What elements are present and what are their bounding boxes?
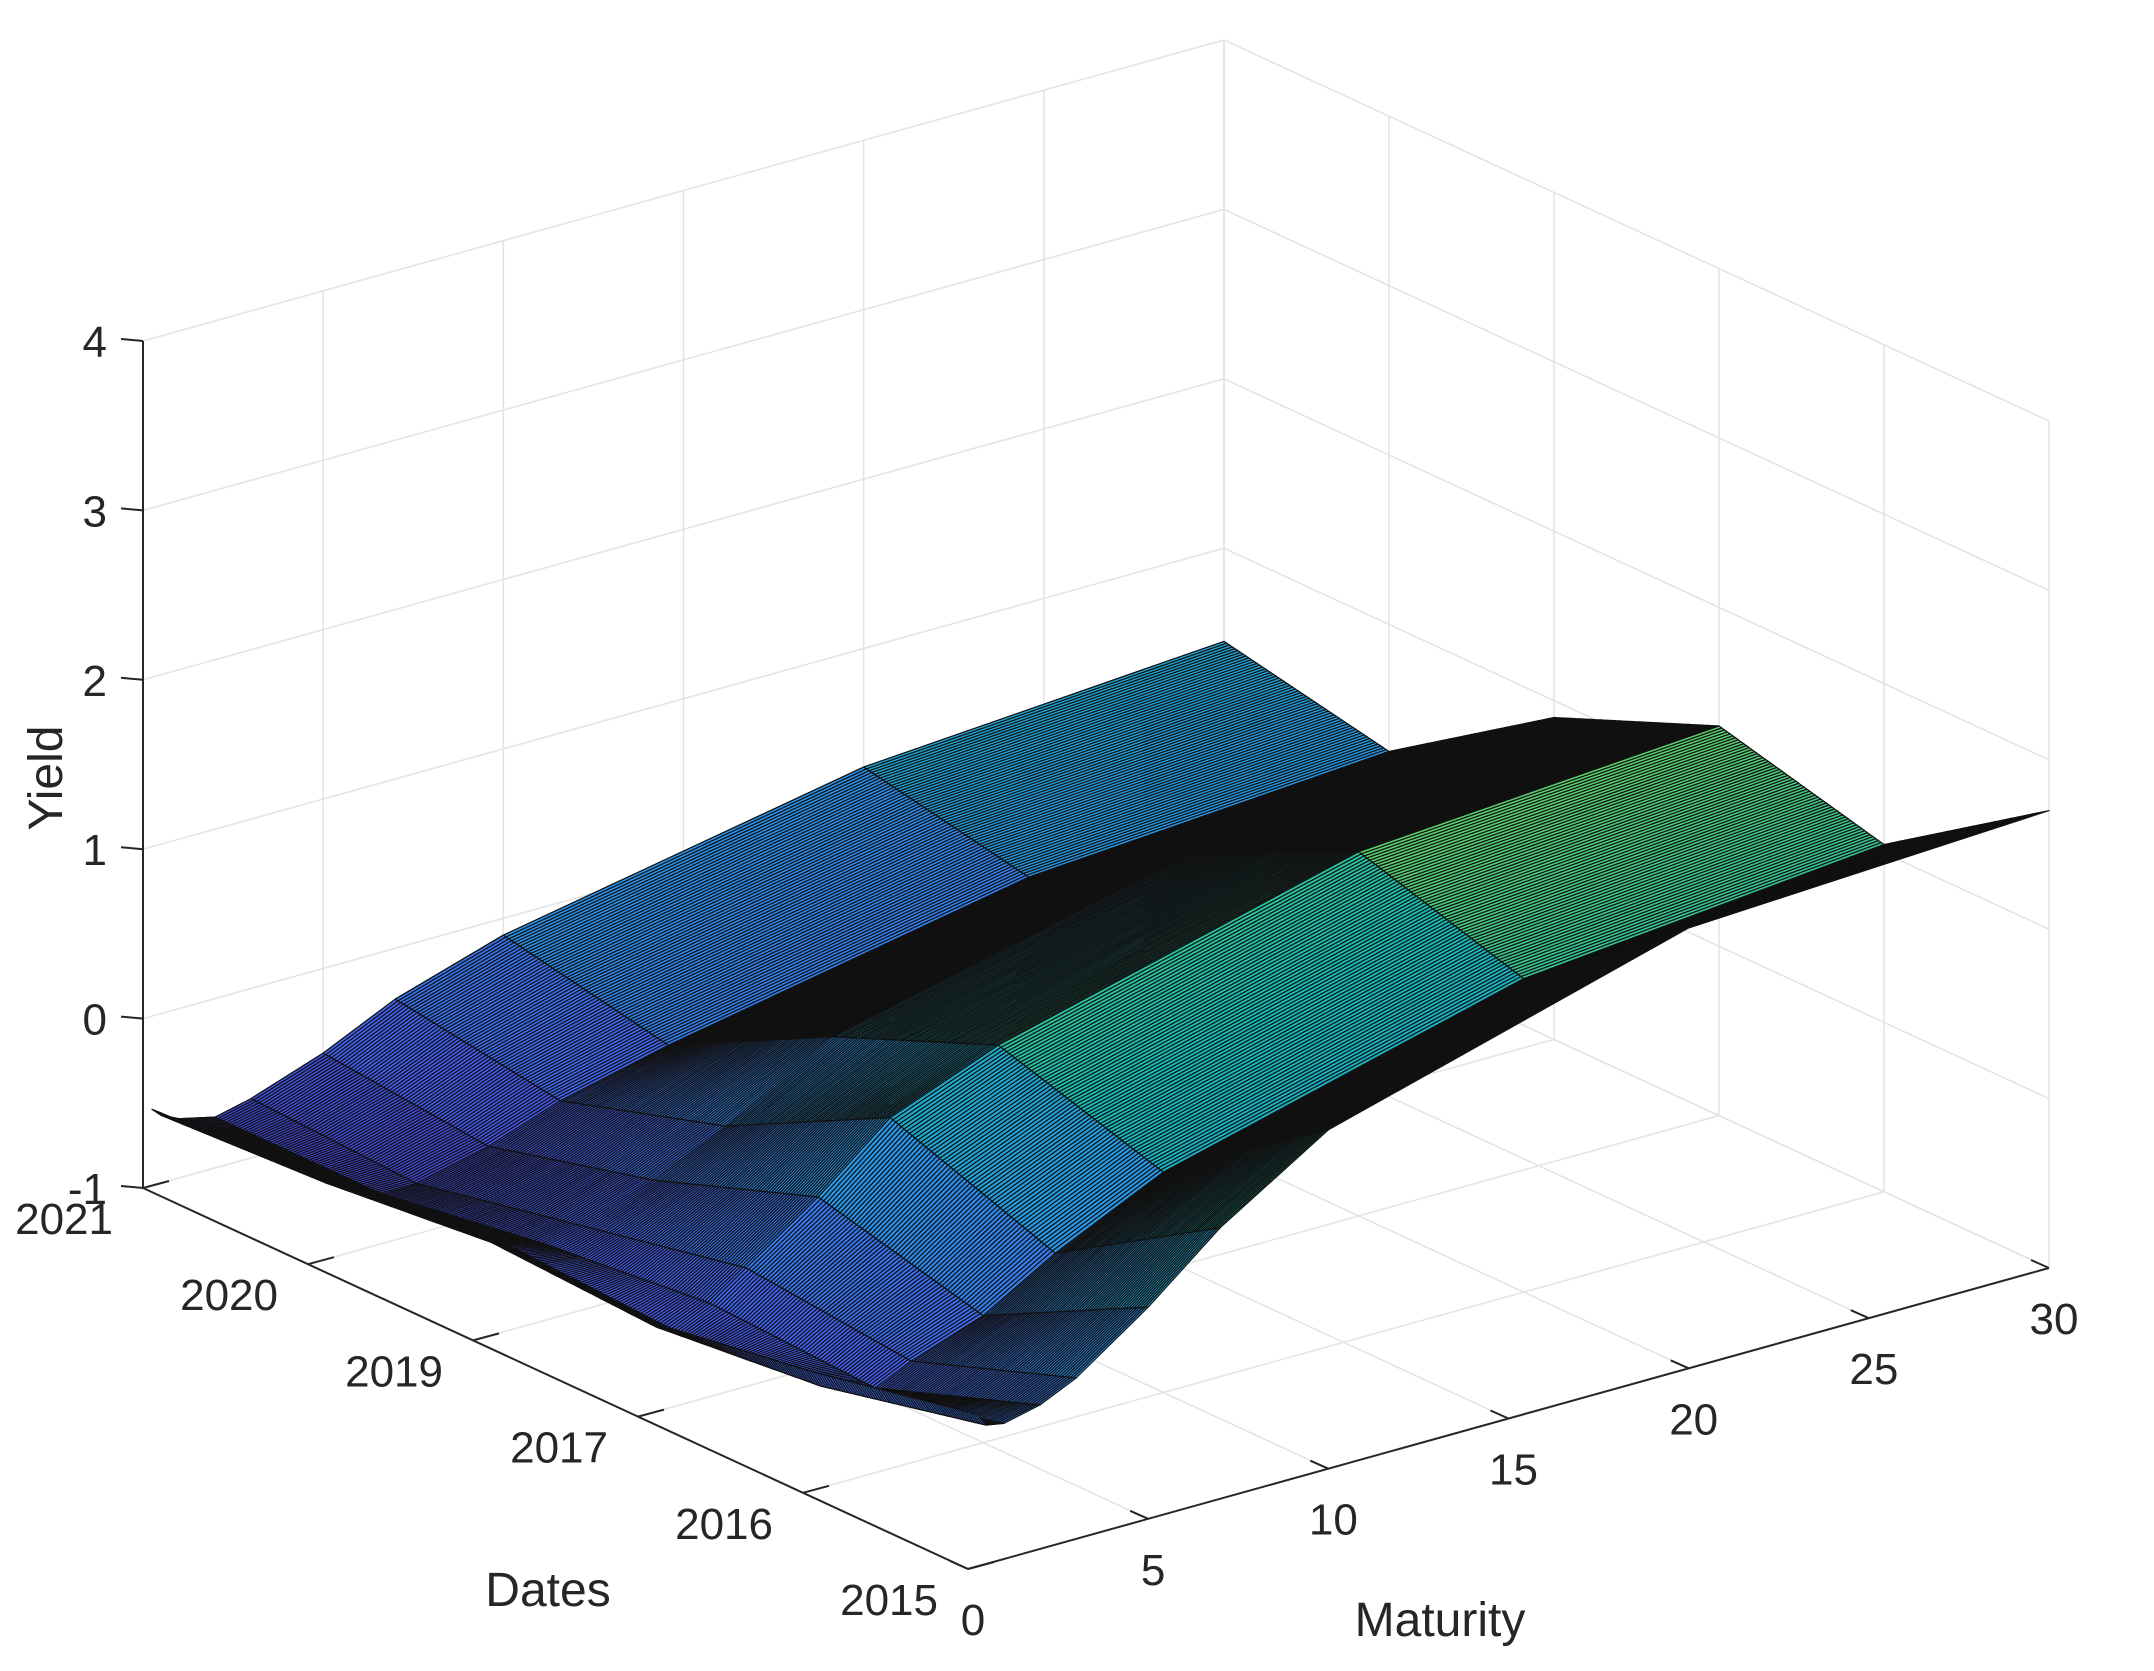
maturity-tick-label: 30 (2030, 1295, 2079, 1344)
yield-tick-label: -1 (68, 1165, 107, 1214)
maturity-tick-label: 20 (1669, 1395, 1718, 1444)
maturity-tick-label: 5 (1141, 1546, 1165, 1595)
side-wall-grid-line (1223, 378, 2050, 761)
maturity-tick (949, 1560, 969, 1570)
yield-tick-label: 3 (83, 487, 107, 536)
dates-tick (472, 1332, 500, 1342)
dates-tick (307, 1256, 335, 1266)
floor-grid-line (802, 1191, 1885, 1494)
dates-tick-label: 2016 (675, 1500, 773, 1549)
dates-tick-label: 2020 (180, 1271, 278, 1320)
dates-tick (637, 1408, 665, 1418)
dates-tick-label: 2015 (840, 1576, 938, 1625)
side-wall-grid-line (1223, 39, 2050, 422)
dates-axis-title: Dates (485, 1564, 610, 1617)
dates-tick-label: 2017 (510, 1424, 608, 1473)
yield-surface (151, 640, 2050, 1426)
dates-tick-label: 2021 (15, 1195, 113, 1244)
yield-tick-label: 2 (83, 657, 107, 706)
maturity-tick-label: 25 (1849, 1345, 1898, 1394)
maturity-tick (1850, 1309, 1870, 1320)
dates-tick (802, 1484, 830, 1494)
yield-tick-label: 4 (83, 318, 107, 367)
yield-tick (120, 846, 144, 851)
yield-tick (120, 338, 144, 342)
dates-tick (142, 1180, 170, 1189)
maturity-tick-label: 0 (961, 1596, 985, 1645)
yield-tick-label: 0 (83, 996, 107, 1045)
tick-labels: 0 5 10 15 20 25 30 2015 2016 2017 2019 2020 2021-1 0 1… (15, 318, 2078, 1645)
yield-tick (120, 507, 144, 512)
maturity-tick (1129, 1509, 1149, 1520)
surface-patch (973, 1412, 987, 1426)
yield-tick (120, 676, 144, 681)
maturity-tick (1490, 1409, 1509, 1420)
yield-axis-title: Yield (20, 726, 73, 831)
maturity-tick (1670, 1359, 1690, 1370)
yield-tick-label: 1 (83, 826, 107, 875)
yield-tick (120, 1015, 144, 1020)
dates-axis-line (142, 1187, 969, 1570)
maturity-tick (1309, 1459, 1329, 1470)
side-wall-grid-line (1223, 208, 2050, 592)
dates-tick (967, 1561, 995, 1570)
maturity-tick-label: 15 (1489, 1446, 1538, 1495)
yield-tick (120, 1185, 144, 1189)
maturity-axis-title: Maturity (1355, 1594, 1526, 1647)
maturity-tick (2030, 1259, 2050, 1269)
maturity-tick-label: 10 (1309, 1496, 1358, 1545)
dates-tick-label: 2019 (345, 1347, 443, 1396)
